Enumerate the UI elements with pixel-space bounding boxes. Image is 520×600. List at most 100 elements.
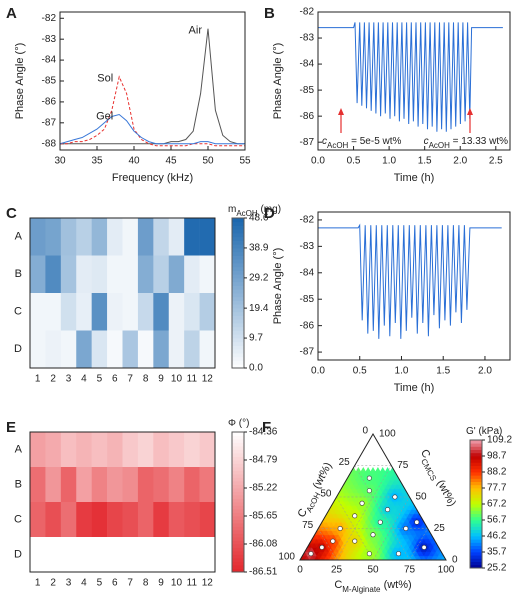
y-tick-label: -82	[300, 215, 315, 226]
colorbar-step	[232, 502, 244, 506]
colorbar-step	[232, 523, 244, 527]
y-axis-label: Phase Angle (°)	[14, 43, 26, 120]
colorbar-step	[470, 475, 482, 479]
row-label: D	[14, 548, 22, 560]
colorbar-step	[470, 462, 482, 466]
heat-cell	[184, 432, 200, 468]
colorbar-step	[232, 259, 244, 264]
heat-cell	[107, 255, 123, 294]
colorbar-tick-label: 109.2	[487, 435, 512, 446]
x-tick-label: 0.5	[347, 156, 361, 167]
colorbar-tick-label: 19.4	[249, 303, 269, 314]
colorbar-step	[232, 255, 244, 260]
colorbar-step	[232, 364, 244, 369]
contour-cell	[355, 466, 362, 473]
colorbar-frame	[231, 217, 245, 369]
colorbar-step	[232, 326, 244, 331]
heat-cell	[60, 502, 77, 538]
y-tick-label: -85	[300, 85, 315, 96]
heat-cell	[107, 467, 123, 503]
heat-cell	[199, 537, 216, 573]
bottom-axis-label-part: C	[334, 579, 342, 591]
colorbar-step	[232, 481, 244, 485]
heat-cell	[45, 293, 62, 331]
series-line	[60, 28, 245, 145]
heat-cell	[60, 432, 77, 468]
colorbar-title: mAcOH (mg)	[228, 204, 281, 218]
colorbar-step	[232, 463, 244, 468]
colorbar-step	[470, 446, 482, 450]
colorbar-tick-label: 25.2	[487, 563, 507, 574]
composition-point	[370, 532, 376, 538]
colorbar-step	[232, 512, 244, 517]
colorbar-step	[470, 523, 482, 527]
colorbar-tick-label: -84.79	[249, 455, 278, 466]
heat-cell	[153, 432, 170, 468]
heat-cell	[107, 330, 123, 369]
colorbar-step	[232, 360, 244, 365]
x-tick-label: 40	[128, 156, 140, 167]
heat-cell	[76, 432, 92, 468]
colorbar-tick-label: 67.2	[487, 499, 507, 510]
row-label: B	[15, 268, 22, 280]
right-tick-label: 75	[397, 460, 409, 471]
colorbar-step	[470, 449, 482, 454]
heat-cell	[60, 218, 77, 256]
colorbar-step	[232, 442, 244, 447]
x-tick-label: 2.0	[478, 366, 492, 377]
colorbar-tick-label: 9.7	[249, 333, 263, 344]
colorbar-step	[470, 516, 482, 521]
colorbar-step	[232, 308, 244, 313]
heat-cell	[153, 218, 170, 256]
y-tick-label: -83	[42, 34, 57, 45]
col-label: 10	[171, 578, 183, 589]
heat-cell	[122, 502, 139, 538]
colorbar-step	[470, 510, 482, 514]
heat-cell	[91, 218, 108, 256]
heat-cell	[45, 502, 62, 538]
heat-cell	[184, 467, 200, 503]
colorbar-step	[232, 540, 244, 545]
heat-cell	[184, 330, 200, 369]
colorbar-step	[470, 468, 482, 473]
colorbar-title: G' (kPa)	[466, 426, 502, 437]
colorbar-step	[470, 561, 482, 566]
colorbar-step	[232, 353, 244, 358]
colorbar-step	[232, 439, 244, 443]
panel-label: B	[264, 5, 275, 22]
ternary-frame	[299, 433, 447, 561]
bottom-axis-label-part: (wt%)	[381, 579, 412, 591]
colorbar-step	[232, 470, 244, 475]
heat-cell	[168, 293, 185, 331]
colorbar-step	[470, 542, 482, 546]
colorbar-step	[470, 472, 482, 476]
colorbar-step	[232, 498, 244, 503]
ternary-grid-line	[372, 496, 410, 561]
right-tick-label: 100	[379, 429, 396, 440]
col-label: 12	[202, 374, 214, 385]
heat-cell	[137, 467, 154, 503]
composition-point	[377, 519, 383, 525]
colorbar-step	[232, 341, 244, 346]
heat-cell	[91, 502, 108, 538]
heat-cell	[30, 293, 46, 331]
heat-cell	[30, 467, 46, 503]
colorbar-step	[232, 236, 244, 241]
colorbar-step	[232, 516, 244, 520]
heat-cell	[153, 467, 170, 503]
annotation-part: c	[322, 136, 327, 147]
colorbar-step	[470, 532, 482, 537]
colorbar-step	[470, 452, 482, 457]
colorbar-step	[232, 356, 244, 361]
x-tick-label: 1.0	[395, 366, 409, 377]
contour-cell	[374, 467, 381, 473]
heat-cell	[107, 293, 123, 331]
row-label: B	[15, 478, 22, 490]
col-label: 5	[97, 374, 103, 385]
heat-cell	[91, 255, 108, 294]
panel-label: C	[6, 205, 17, 222]
heat-cell	[91, 330, 108, 369]
colorbar-step	[232, 449, 244, 454]
colorbar-step	[232, 266, 244, 271]
